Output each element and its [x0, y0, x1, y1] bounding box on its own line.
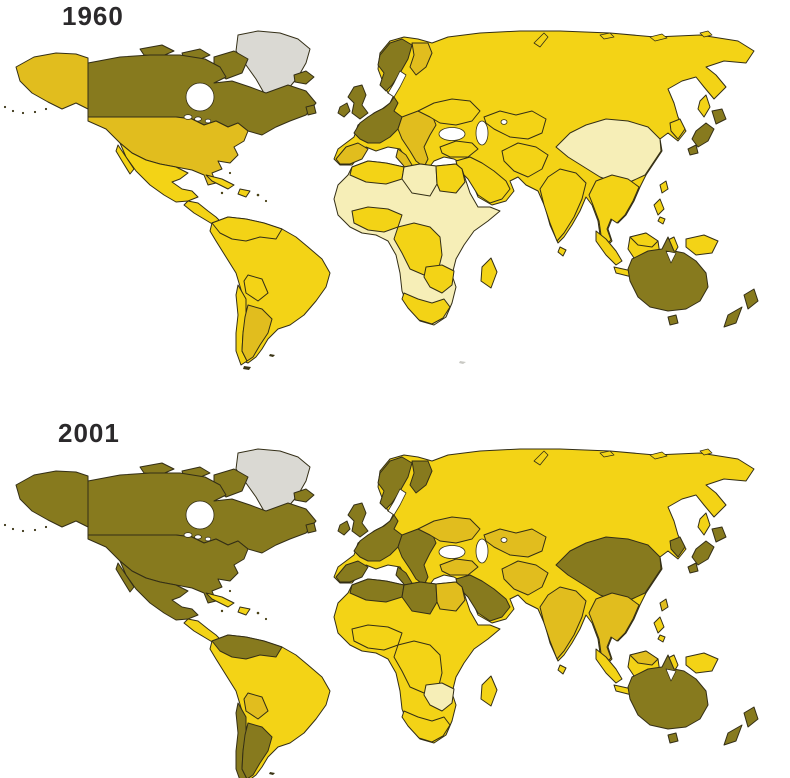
map-2001-year-label: 2001	[58, 418, 120, 448]
world-map-2001	[3, 448, 759, 778]
world-map-1960	[3, 30, 759, 371]
map-1960-year-label: 1960	[62, 1, 124, 31]
